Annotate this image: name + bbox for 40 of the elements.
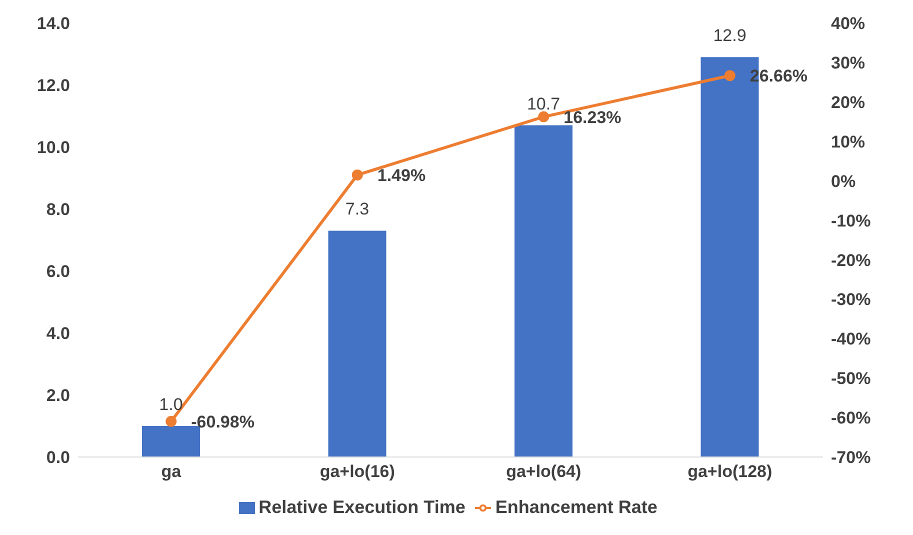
legend-label: Enhancement Rate (495, 497, 658, 517)
y-tick-label: 2.0 (46, 386, 70, 406)
data-label: 16.23% (564, 108, 622, 127)
y2-tick-label: -40% (831, 330, 871, 349)
point (166, 416, 177, 427)
y-tick-label: 6.0 (46, 262, 70, 282)
y-tick-label: 14.0 (36, 14, 70, 34)
legend-label: Relative Execution Time (258, 497, 466, 517)
x-tick-label: ga+lo(16) (320, 462, 395, 482)
x-tick-label: ga+lo(64) (506, 462, 582, 482)
data-label: 1.0 (159, 395, 183, 414)
y-tick-label: 12.0 (36, 76, 70, 96)
y-tick-label: 0.0 (46, 448, 70, 468)
x-tick-label: ga+lo(128) (688, 462, 772, 482)
y2-tick-label: -20% (831, 250, 871, 270)
y2-tick-label: 30% (831, 53, 866, 72)
bar (514, 125, 572, 457)
y2-tick-label: -60% (831, 408, 871, 428)
data-label: 7.3 (345, 200, 370, 219)
y2-tick-label: -50% (831, 369, 871, 388)
bar (328, 230, 386, 457)
y-tick-label: 4.0 (46, 324, 70, 344)
data-label: 1.49% (377, 166, 426, 185)
y2-tick-label: 40% (831, 14, 866, 34)
bar (142, 426, 200, 457)
y2-tick-label: -70% (831, 448, 871, 468)
y2-tick-label: -10% (831, 211, 871, 230)
data-label: -60.98% (191, 412, 254, 432)
y2-tick-label: 20% (831, 92, 866, 112)
data-label: 10.7 (526, 94, 560, 114)
y2-tick-label: 10% (831, 132, 866, 152)
point (538, 111, 550, 122)
y-tick-label: 10.0 (36, 138, 70, 158)
point (724, 70, 736, 82)
point (352, 169, 363, 180)
y-tick-label: 8.0 (46, 200, 70, 220)
data-label: 12.9 (713, 26, 746, 46)
y2-tick-label: -30% (831, 290, 871, 310)
y2-tick-label: 0% (831, 172, 856, 191)
x-tick-label: ga (161, 462, 182, 482)
